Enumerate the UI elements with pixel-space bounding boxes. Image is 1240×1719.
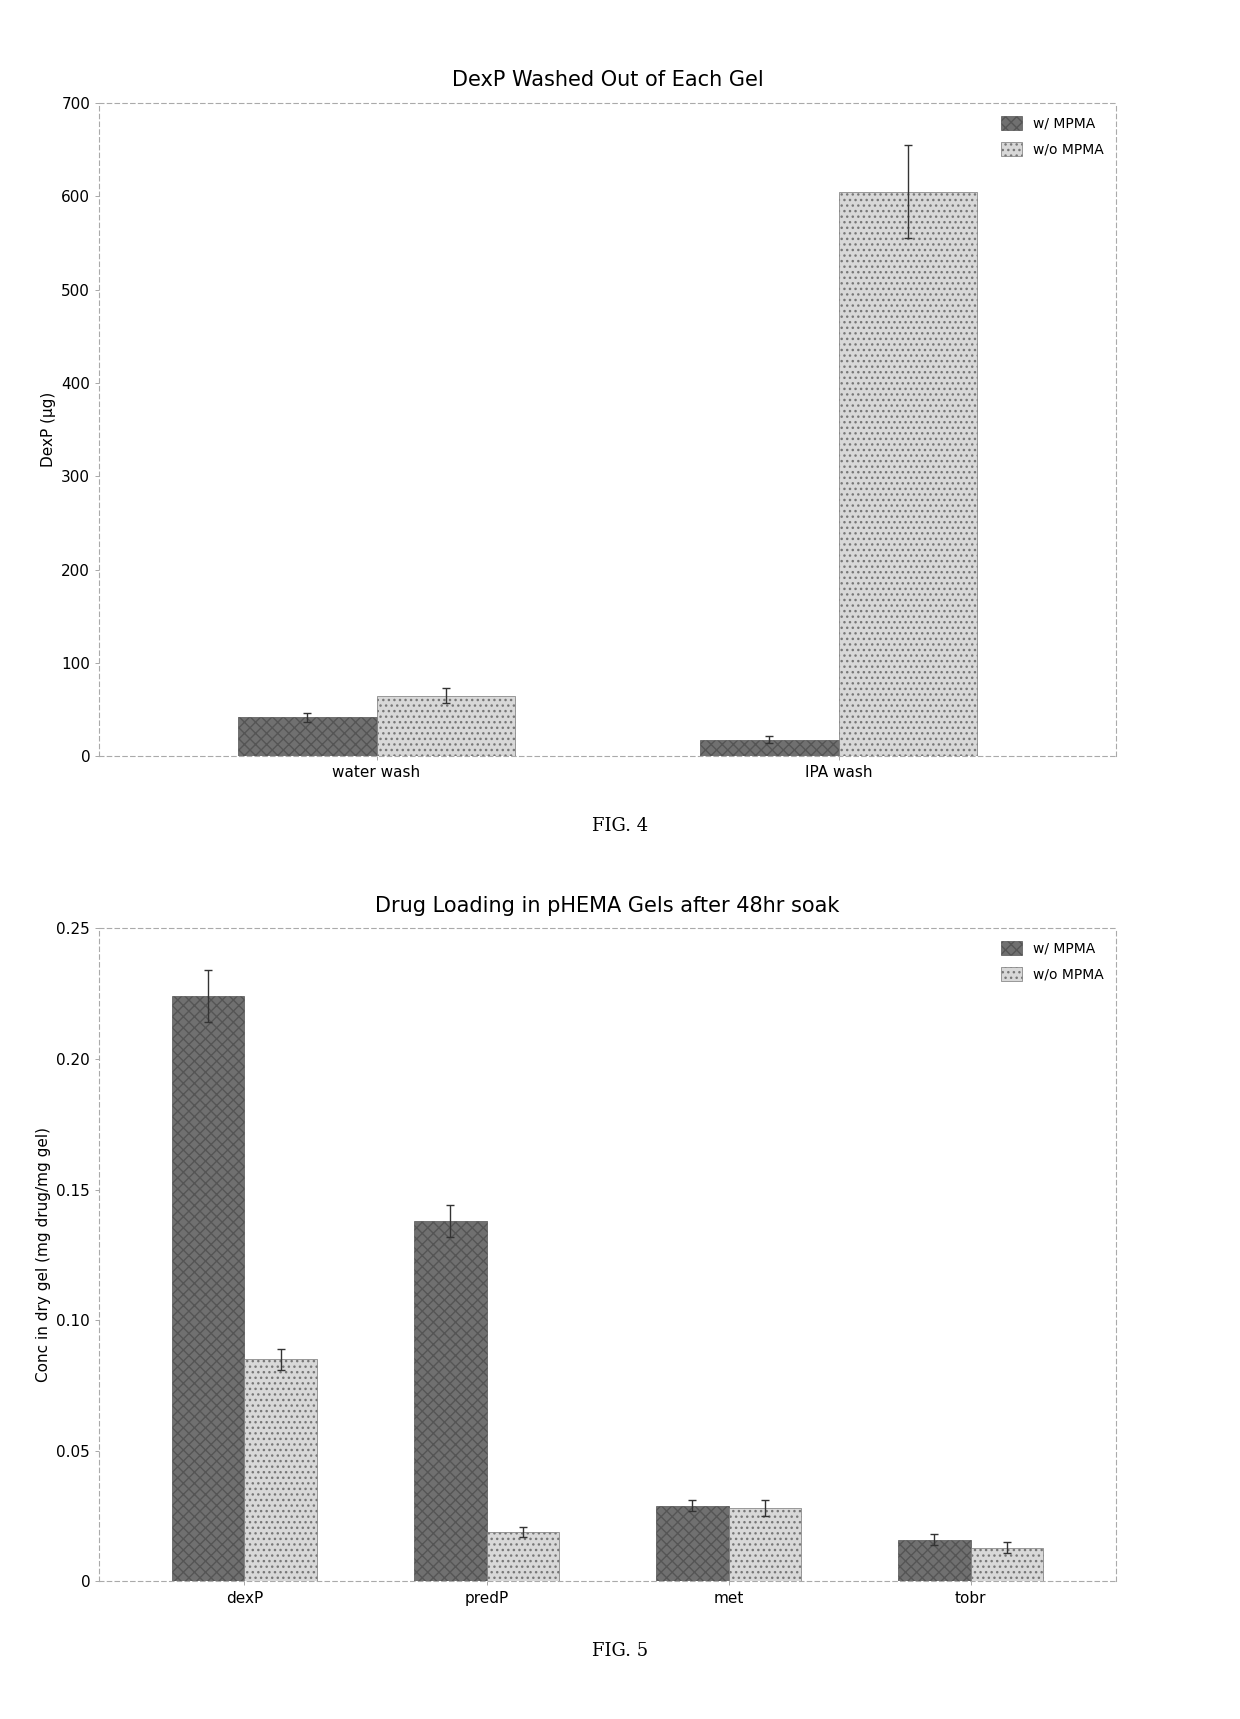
Title: DexP Washed Out of Each Gel: DexP Washed Out of Each Gel [451, 70, 764, 91]
Bar [172, 997, 244, 1581]
Bar [838, 193, 977, 756]
Text: FIG. 4: FIG. 4 [591, 817, 649, 834]
Legend: w/ MPMA, w/o MPMA: w/ MPMA, w/o MPMA [996, 110, 1109, 162]
Bar [244, 1360, 317, 1581]
Bar [701, 739, 838, 756]
Y-axis label: Conc in dry gel (mg drug/mg gel): Conc in dry gel (mg drug/mg gel) [36, 1128, 51, 1382]
Bar [238, 717, 377, 756]
Bar [971, 1547, 1043, 1581]
Text: FIG. 5: FIG. 5 [591, 1642, 649, 1659]
Bar [377, 696, 515, 756]
Legend: w/ MPMA, w/o MPMA: w/ MPMA, w/o MPMA [996, 935, 1109, 987]
Title: Drug Loading in pHEMA Gels after 48hr soak: Drug Loading in pHEMA Gels after 48hr so… [376, 896, 839, 916]
Y-axis label: DexP (μg): DexP (μg) [41, 392, 56, 468]
Bar [656, 1506, 729, 1581]
Bar [414, 1220, 486, 1581]
Bar [486, 1532, 559, 1581]
Bar [898, 1540, 971, 1581]
Bar [729, 1508, 801, 1581]
